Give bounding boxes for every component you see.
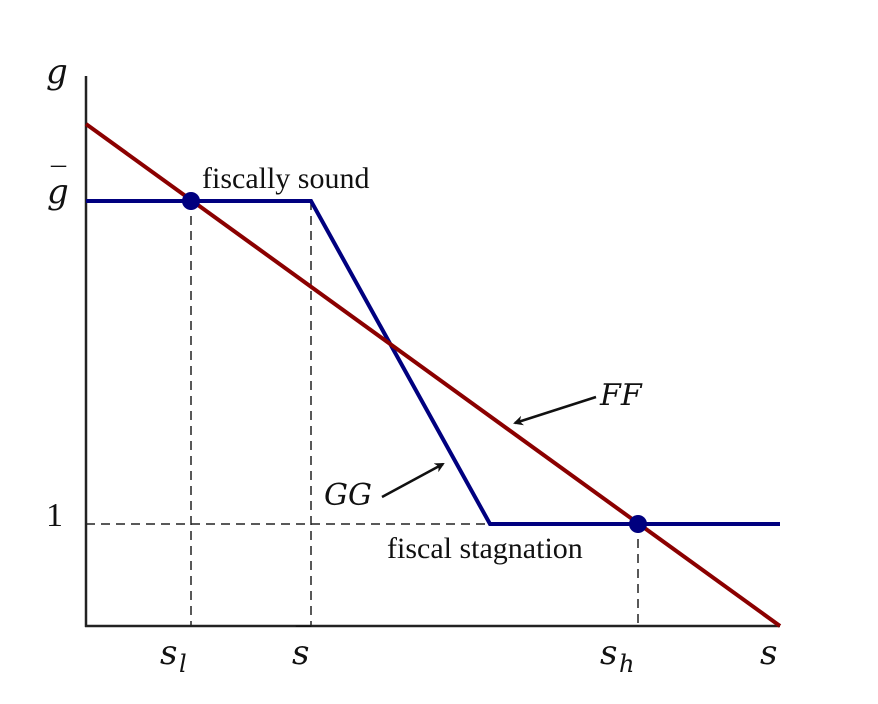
gg-curve [86,199,780,526]
svg-text:l: l [179,650,187,678]
x-tick-s-h: s h [600,633,634,678]
y-tick-one: 1 [46,497,63,534]
fiscally-sound-label: fiscally sound [202,162,369,195]
svg-text:g: g [47,172,69,212]
x-tick-s-bar: s ¯ [292,622,312,673]
equilibrium-point-fiscal-stagnation [629,515,647,533]
svg-text:s: s [292,633,309,673]
equilibrium-point-fiscally-sound [182,192,200,210]
svg-text:¯: ¯ [295,622,312,655]
ff-arrow [513,395,597,426]
x-tick-s-l: s l [160,633,187,678]
svg-text:s: s [600,633,617,673]
gg-arrow [381,462,445,499]
x-axis-label: s [760,633,777,673]
ff-curve-label: FF [599,378,643,413]
y-tick-g-bar: g ¯ [47,162,69,212]
svg-text:s: s [160,633,177,673]
ff-curve [84,122,782,628]
y-axis-label: g [46,52,68,92]
svg-text:h: h [619,650,634,678]
fiscal-stagnation-label: fiscal stagnation [387,532,583,565]
svg-text:¯: ¯ [50,162,67,195]
gg-curve-label: GG [324,478,372,513]
